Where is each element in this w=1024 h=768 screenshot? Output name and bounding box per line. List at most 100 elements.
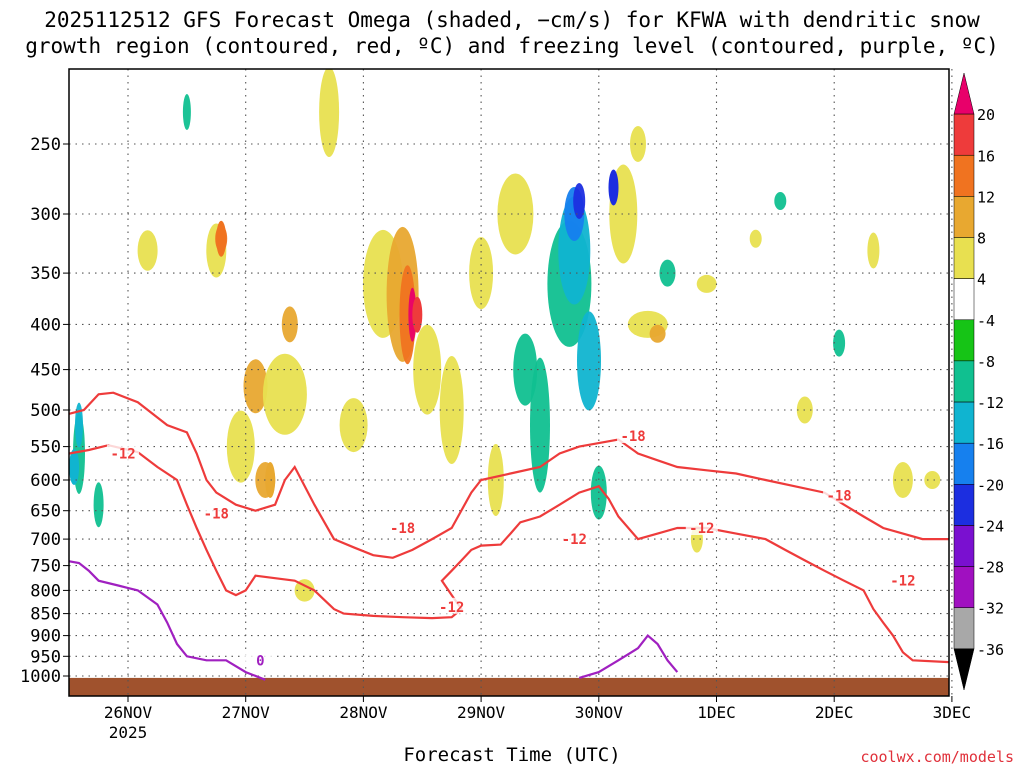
omega-cell bbox=[262, 353, 307, 435]
y-tick-label: 750 bbox=[30, 557, 61, 577]
omega-cell bbox=[281, 306, 298, 343]
omega-cell bbox=[696, 274, 717, 293]
omega-cell bbox=[469, 237, 494, 310]
y-tick-label: 600 bbox=[30, 471, 61, 491]
contour-minus18 bbox=[69, 391, 949, 559]
colorbar-legend: 20 16 12 8 4 -4 -8 -12 -16 -20 -24 -28 -32 -36 bbox=[953, 72, 1004, 691]
omega-cell bbox=[93, 482, 104, 528]
omega-cell bbox=[294, 579, 315, 602]
contour-lines: -12 -12 -12 -12 -12 -18 -18 -18 -18 0 bbox=[69, 391, 949, 681]
colorbar-swatch bbox=[953, 442, 975, 485]
colorbar-label: -8 bbox=[977, 353, 995, 371]
x-tick-label: 3DEC bbox=[933, 703, 972, 722]
contour-label: -12 bbox=[110, 447, 135, 463]
chart-title-line1: 2025112512 GFS Forecast Omega (shaded, −… bbox=[44, 8, 980, 32]
colorbar-label: 20 bbox=[977, 106, 995, 124]
x-tick-label: 26NOV bbox=[104, 703, 153, 722]
contour-label: -18 bbox=[390, 521, 415, 537]
omega-cell bbox=[226, 410, 255, 483]
y-tick-label: 900 bbox=[30, 627, 61, 647]
colorbar-label: 8 bbox=[977, 230, 986, 248]
omega-cell bbox=[749, 229, 762, 248]
colorbar-swatch bbox=[953, 278, 975, 321]
omega-cell bbox=[530, 357, 550, 493]
y-tick-label: 300 bbox=[30, 205, 61, 225]
x-tick-label: 29NOV bbox=[457, 703, 506, 722]
x-axis-label: Forecast Time (UTC) bbox=[403, 744, 621, 766]
x-tick-label: 30NOV bbox=[575, 703, 624, 722]
x-axis: 26NOV 27NOV 28NOV 29NOV 30NOV 1DEC 2DEC 3DEC 202… bbox=[104, 696, 971, 742]
omega-cell bbox=[243, 359, 268, 414]
contour-label-bg bbox=[107, 444, 140, 461]
contour-freezing bbox=[578, 634, 679, 679]
y-tick-label: 550 bbox=[30, 438, 61, 458]
omega-cell bbox=[487, 444, 504, 516]
y-tick-label: 1000 bbox=[20, 667, 61, 687]
omega-cell bbox=[577, 311, 601, 411]
colorbar-label: -20 bbox=[977, 476, 1004, 494]
colorbar-swatch bbox=[953, 72, 975, 115]
omega-feature bbox=[265, 462, 276, 498]
colorbar-swatch bbox=[953, 319, 975, 362]
colorbar-swatch bbox=[953, 525, 975, 567]
grid-lines bbox=[69, 69, 953, 696]
contour-label-bg bbox=[886, 571, 919, 588]
omega-feature bbox=[608, 169, 619, 206]
omega-cell bbox=[892, 462, 913, 498]
contour-label-bg bbox=[558, 530, 591, 547]
y-axis: 2503003504004505005506006507007508008509… bbox=[20, 135, 69, 687]
omega-cell bbox=[137, 230, 158, 271]
omega-cell bbox=[833, 329, 846, 357]
contour-label: -12 bbox=[439, 600, 464, 616]
omega-cell bbox=[439, 356, 464, 464]
omega-cell bbox=[630, 126, 646, 162]
colorbar-swatch bbox=[953, 196, 975, 238]
omega-cell bbox=[924, 471, 941, 489]
colorbar-swatch bbox=[953, 113, 975, 156]
omega-cell bbox=[573, 183, 586, 219]
contour-label-bg bbox=[244, 651, 277, 668]
x-tick-year: 2025 bbox=[109, 723, 148, 742]
colorbar-label: -28 bbox=[977, 559, 1004, 577]
colorbar-swatch bbox=[953, 401, 975, 444]
contour-label-bg bbox=[435, 597, 468, 614]
contour-label-bg bbox=[617, 427, 650, 443]
x-tick-label: 27NOV bbox=[222, 703, 271, 722]
credit-link[interactable]: coolwx.com/models bbox=[860, 748, 1014, 766]
contour-label: -12 bbox=[890, 574, 915, 590]
omega-cell bbox=[319, 69, 340, 157]
y-tick-label: 850 bbox=[30, 605, 61, 625]
contour-label-bg bbox=[386, 519, 419, 535]
contour-minus12 bbox=[69, 444, 949, 664]
colorbar-swatch bbox=[953, 566, 975, 608]
ground-surface bbox=[69, 677, 949, 696]
omega-cell bbox=[182, 94, 191, 130]
contour-label: -18 bbox=[826, 489, 851, 505]
colorbar-label: -12 bbox=[977, 394, 1004, 412]
contour-label-bg bbox=[823, 486, 856, 503]
omega-cell bbox=[497, 173, 534, 255]
omega-cell bbox=[75, 402, 83, 448]
colorbar-label: -32 bbox=[977, 600, 1004, 618]
y-tick-label: 250 bbox=[30, 135, 61, 155]
colorbar-label: -36 bbox=[977, 641, 1004, 659]
chart-title-line2: growth region (contoured, red, ºC) and f… bbox=[25, 34, 999, 58]
colorbar-swatch bbox=[953, 237, 975, 279]
colorbar-label: -4 bbox=[977, 312, 995, 330]
plot-frame bbox=[68, 68, 950, 697]
colorbar-label: 16 bbox=[977, 147, 995, 165]
y-tick-label: 950 bbox=[30, 647, 61, 667]
omega-feature bbox=[412, 296, 423, 333]
x-tick-label: 2DEC bbox=[815, 703, 854, 722]
omega-cell bbox=[649, 324, 666, 343]
x-tick-label: 28NOV bbox=[339, 703, 388, 722]
colorbar-label: 4 bbox=[977, 271, 986, 289]
x-tick-label: 1DEC bbox=[697, 703, 736, 722]
y-tick-label: 700 bbox=[30, 530, 61, 550]
y-tick-label: 500 bbox=[30, 401, 61, 421]
ground-fill bbox=[69, 677, 949, 696]
y-tick-label: 350 bbox=[30, 264, 61, 284]
colorbar-label: 12 bbox=[977, 188, 995, 206]
colorbar-swatch bbox=[953, 607, 975, 650]
